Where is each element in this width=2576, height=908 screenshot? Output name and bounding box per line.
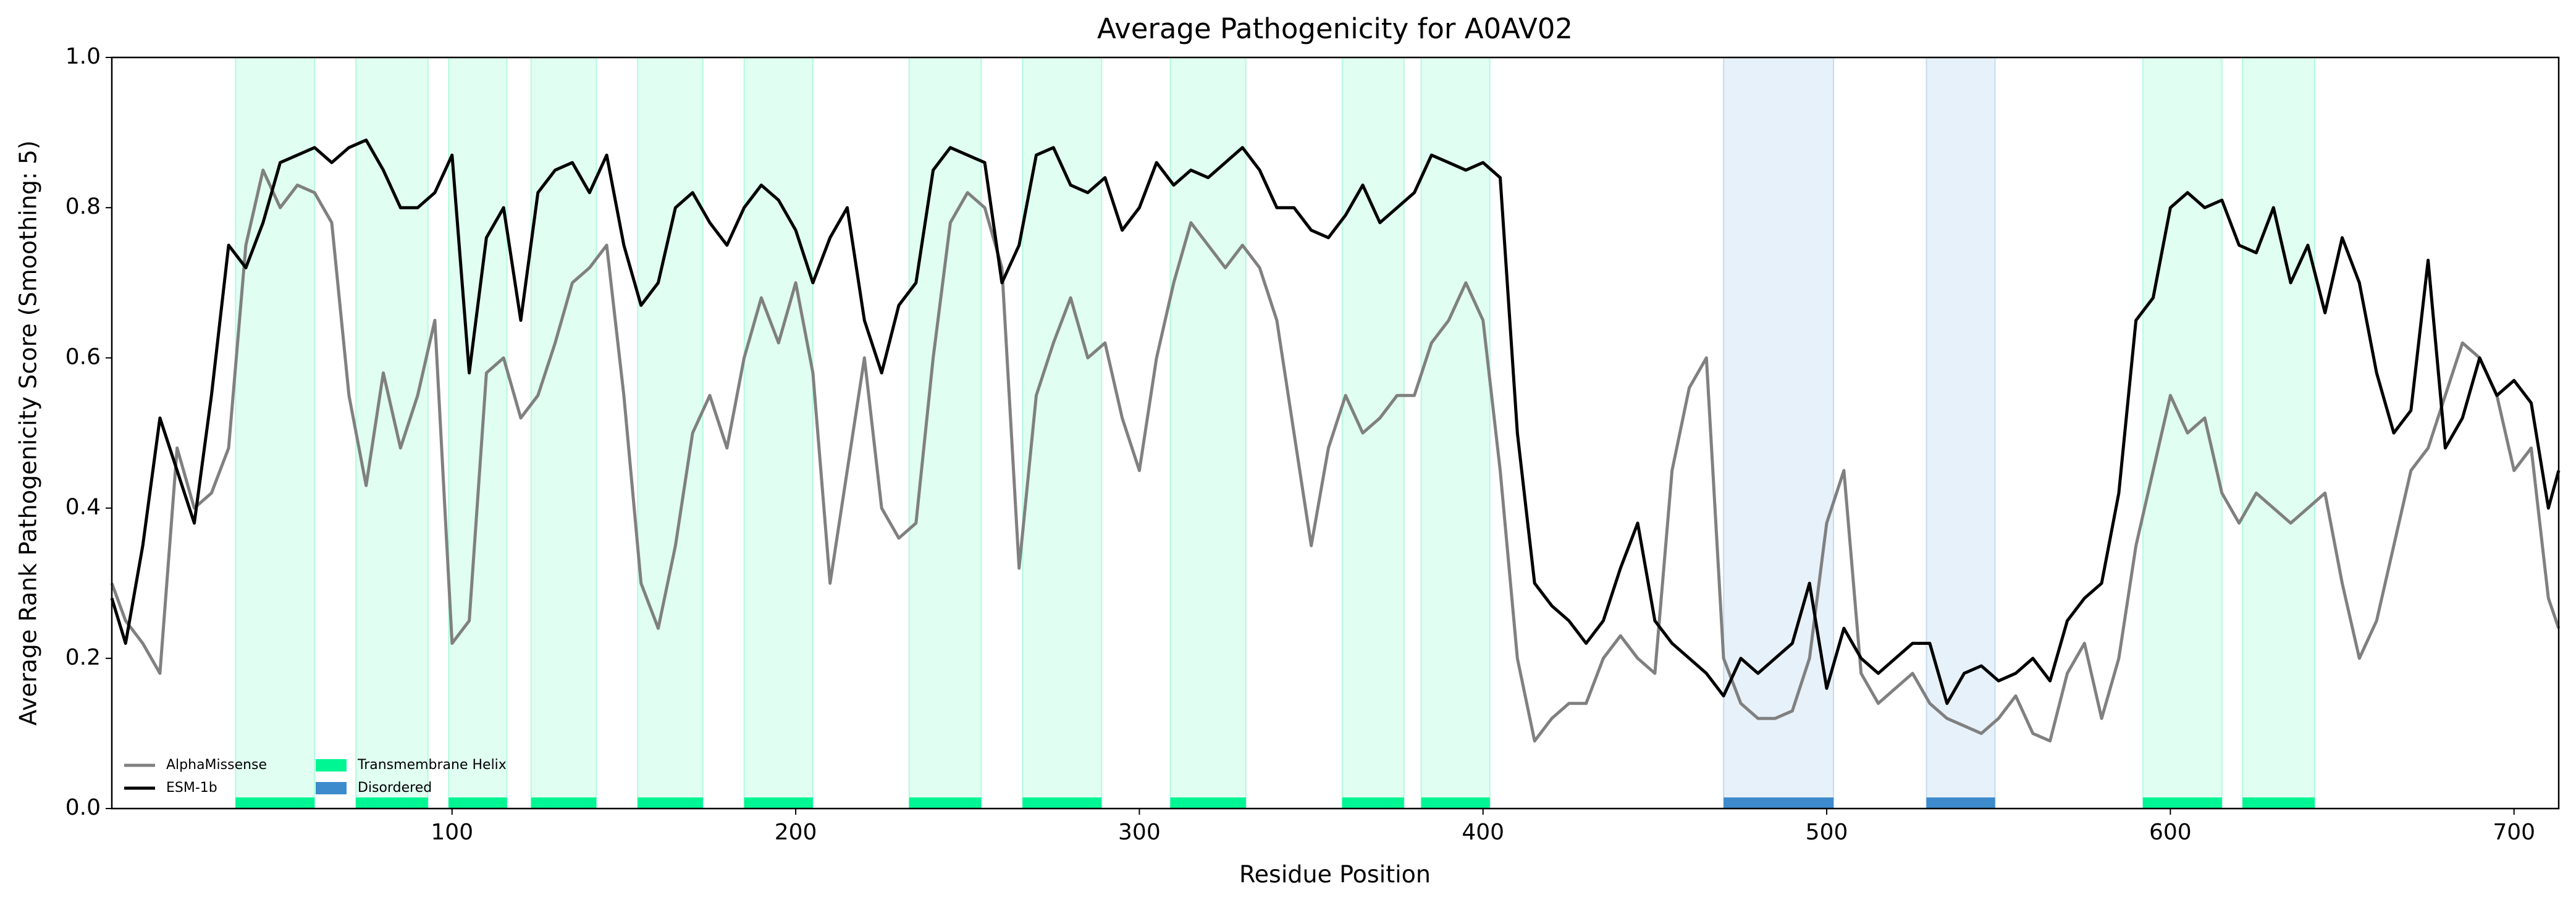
region-bar: [744, 797, 813, 809]
y-axis-label: Average Rank Pathogenicity Score (Smooth…: [15, 140, 42, 726]
region-bar: [2142, 797, 2222, 809]
region-shade: [1341, 57, 1405, 809]
y-tick-label: 0.0: [65, 795, 101, 820]
x-tick-label: 700: [2493, 820, 2535, 845]
y-tick-label: 1.0: [65, 44, 101, 69]
region-bar: [1342, 797, 1404, 809]
legend-label: ESM-1b: [166, 780, 217, 796]
x-tick-label: 200: [775, 820, 817, 845]
region-shade: [908, 57, 982, 809]
region-bar: [1170, 797, 1246, 809]
region-bar: [1926, 797, 1995, 809]
y-tick-label: 0.4: [65, 495, 101, 520]
region-shade: [2242, 57, 2316, 809]
legend-label: Transmembrane Helix: [357, 757, 507, 773]
plot-frame: [111, 56, 2560, 810]
y-tick-label: 0.8: [65, 194, 101, 219]
y-tick-label: 0.2: [65, 645, 101, 670]
legend-patch: [316, 759, 347, 771]
region-shade: [1926, 57, 1996, 809]
region-bar: [909, 797, 982, 809]
region-shade: [1723, 57, 1835, 809]
x-tick-label: 100: [431, 820, 473, 845]
region-shade: [235, 57, 316, 809]
legend-label: Disordered: [358, 780, 432, 796]
region-shade: [2142, 57, 2223, 809]
x-tick-label: 600: [2149, 820, 2192, 845]
region-bar: [355, 797, 428, 809]
region-bar: [1022, 797, 1102, 809]
y-tick-label: 0.6: [65, 344, 101, 369]
region-shade: [530, 57, 597, 809]
region-bar: [2242, 797, 2315, 809]
x-tick-label: 300: [1118, 820, 1161, 845]
x-axis-label: Residue Position: [1239, 861, 1431, 888]
region-bar: [531, 797, 597, 809]
region-bar: [235, 797, 315, 809]
legend-label: AlphaMissense: [166, 757, 267, 773]
region-bar: [1421, 797, 1490, 809]
region-shade: [1420, 57, 1491, 809]
series-line: [110, 168, 2561, 743]
region-bar: [638, 797, 703, 809]
legend-patch: [316, 782, 347, 794]
region-shade: [743, 57, 814, 809]
x-tick-label: 500: [1806, 820, 1848, 845]
series-line: [110, 138, 2561, 705]
region-bar: [1724, 797, 1834, 809]
x-tick-label: 400: [1462, 820, 1504, 845]
region-shade: [1169, 57, 1247, 809]
region-shade: [355, 57, 429, 809]
region-bar: [448, 797, 507, 809]
region-shade: [448, 57, 508, 809]
chart-title: Average Pathogenicity for A0AV02: [1097, 12, 1573, 45]
